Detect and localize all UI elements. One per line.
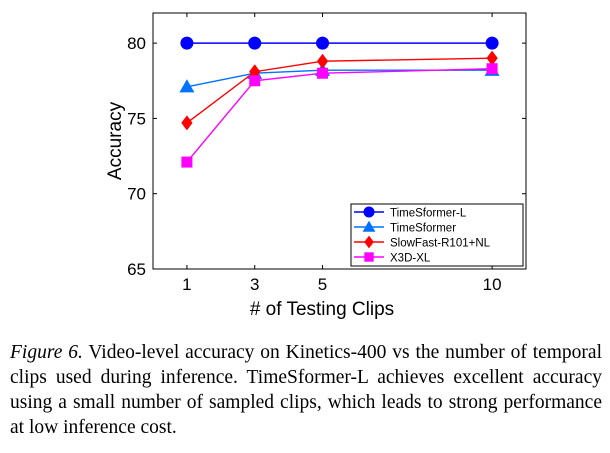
series-3	[181, 63, 498, 168]
accuracy-vs-clips-chart: 65 70 75 80 1 3 5 10 Accuracy # of Testing Cli…	[105, 12, 527, 320]
legend-label: TimeSformer-L	[390, 208, 467, 220]
x-tick-label: 5	[318, 275, 327, 294]
figure-label: Figure 6.	[10, 342, 83, 363]
x-axis-ticks: 1 3 5 10	[182, 13, 502, 294]
series-2	[181, 50, 498, 131]
legend-label: TimeSformer	[390, 223, 456, 235]
series-line	[186, 57, 493, 124]
legend-label: SlowFast-R101+NL	[390, 238, 491, 250]
series-line	[186, 68, 493, 163]
data-point	[248, 36, 262, 50]
legend-box	[350, 203, 524, 267]
legend-label: X3D-XL	[390, 253, 431, 265]
data-point	[179, 79, 195, 93]
figure-caption: Figure 6. Video-level accuracy on Kineti…	[10, 340, 602, 440]
data-point	[486, 50, 498, 66]
data-point	[181, 115, 193, 131]
series-layer	[179, 36, 500, 168]
x-tick-label: 10	[483, 275, 502, 294]
legend-marker	[364, 235, 374, 249]
data-point	[316, 36, 330, 50]
caption-text: Video-level accuracy on Kinetics-400 vs …	[10, 342, 603, 438]
data-point	[317, 67, 329, 79]
legend: TimeSformer-L TimeSformer SlowFast-R101+NL…	[350, 203, 524, 267]
x-tick-label: 3	[250, 275, 259, 294]
legend-marker	[363, 206, 375, 218]
y-axis-ticks: 65 70 75 80	[127, 34, 526, 279]
legend-marker	[362, 220, 376, 232]
x-axis-label: # of Testing Clips	[250, 299, 394, 320]
data-point	[485, 36, 499, 50]
data-point	[180, 36, 194, 50]
series-line	[186, 69, 493, 88]
legend-marker	[364, 252, 374, 262]
series-0	[180, 36, 499, 50]
y-axis-label: Accuracy	[105, 101, 126, 180]
y-tick-label: 65	[127, 260, 146, 279]
data-point	[249, 75, 261, 87]
y-tick-label: 70	[127, 185, 146, 204]
data-point	[486, 63, 498, 75]
data-point	[316, 53, 329, 69]
data-point	[181, 156, 193, 168]
y-tick-label: 75	[127, 109, 146, 128]
y-tick-label: 80	[127, 34, 146, 53]
x-tick-label: 1	[182, 275, 191, 294]
